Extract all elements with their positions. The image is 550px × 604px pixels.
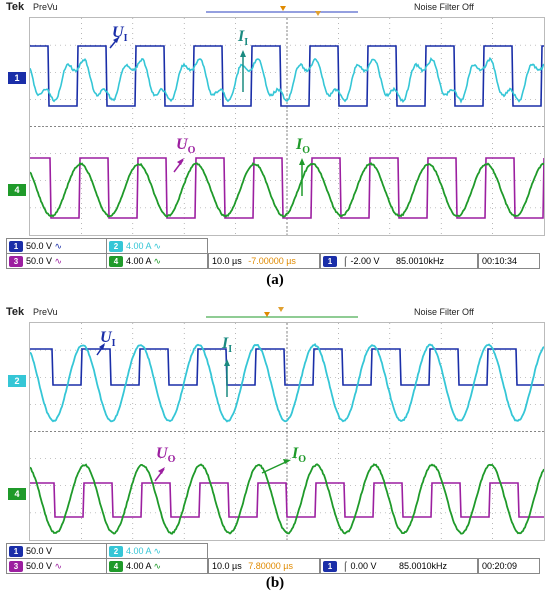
delay-value: 7.80000 µs [248,561,293,571]
trigger-slope-icon: ⌠ [343,561,348,571]
scope-screen [29,322,545,541]
trigger-box[interactable]: 1 ⌠ 0.00 V 85.0010kHz [320,558,478,574]
clock-box: 00:10:34 [478,253,540,269]
timebase-value: 10.0 µs [212,561,242,571]
ch4-ground-marker[interactable]: 4 [8,184,26,196]
ch4-scale-box[interactable]: 4 4.00 A ∿ [106,253,208,269]
ch2-badge: 2 [109,546,123,557]
scope-screen [29,17,545,236]
label-io: IO [292,445,306,465]
ac-coupling-icon: ∿ [154,561,162,571]
ch1-scale-box[interactable]: 1 50.0 V ∿ [6,238,108,254]
noise-filter-status: Noise Filter Off [414,2,474,12]
label-ii: II [238,28,248,48]
ch4-ground-marker[interactable]: 4 [8,488,26,500]
waveform-display [30,18,544,235]
trigger-frequency: 85.0010kHz [399,561,447,571]
label-ui: UI [100,329,115,349]
trigger-slope-icon: ⌠ [343,256,348,266]
ch3-badge: 3 [9,256,23,267]
ch3-scale-box[interactable]: 3 50.0 V ∿ [6,253,108,269]
trigger-channel-badge: 1 [323,561,337,572]
ch1-ground-marker[interactable]: 1 [8,72,26,84]
label-ii: II [222,335,232,355]
ch4-badge: 4 [109,561,123,572]
ac-coupling-icon: ∿ [154,256,162,266]
ac-coupling-icon: ∿ [55,256,63,266]
ac-coupling-icon: ∿ [55,561,63,571]
waveform-display [30,323,544,540]
ac-coupling-icon: ∿ [154,241,162,251]
trigger-frequency: 85.0010kHz [396,256,444,266]
label-io: IO [296,136,310,156]
scope-topbar: Tek PreVu Noise Filter Off [0,0,550,16]
timebase-box[interactable]: 10.0 µs -7.00000 µs [208,253,320,269]
label-uo: UO [156,445,175,465]
figure-caption-b: (b) [0,575,550,592]
clock-box: 00:20:09 [478,558,540,574]
figure-caption-a: (a) [0,272,550,289]
clock-value: 00:20:09 [482,561,517,571]
delay-value: -7.00000 µs [248,256,296,266]
ch3-badge: 3 [9,561,23,572]
ch1-badge: 1 [9,546,23,557]
ch1-badge: 1 [9,241,23,252]
trigger-level: -2.00 V [350,256,379,266]
ch2-scale-box[interactable]: 2 4.00 A ∿ [106,238,208,254]
timebase-value: 10.0 µs [212,256,242,266]
trigger-box[interactable]: 1 ⌠ -2.00 V 85.0010kHz [320,253,478,269]
label-uo: UO [176,136,195,156]
ch1-scale-box[interactable]: 1 50.0 V [6,543,108,559]
scope-topbar: Tek PreVu Noise Filter Off [0,305,550,321]
ch2-badge: 2 [109,241,123,252]
label-ui: UI [112,24,127,44]
ac-coupling-icon: ∿ [154,546,162,556]
timebase-box[interactable]: 10.0 µs 7.80000 µs [208,558,320,574]
scope-panel-b: Tek PreVu Noise Filter Off 2 4 UI II UO … [0,305,550,604]
ch4-scale-box[interactable]: 4 4.00 A ∿ [106,558,208,574]
ch2-ground-marker[interactable]: 2 [8,375,26,387]
ch4-badge: 4 [109,256,123,267]
ch3-scale-box[interactable]: 3 50.0 V ∿ [6,558,108,574]
noise-filter-status: Noise Filter Off [414,307,474,317]
ch2-scale-box[interactable]: 2 4.00 A ∿ [106,543,208,559]
ac-coupling-icon: ∿ [55,241,63,251]
clock-value: 00:10:34 [482,256,517,266]
scope-panel-a: Tek PreVu Noise Filter Off 1 4 UI II UO … [0,0,550,300]
trigger-level: 0.00 V [350,561,376,571]
trigger-channel-badge: 1 [323,256,337,267]
